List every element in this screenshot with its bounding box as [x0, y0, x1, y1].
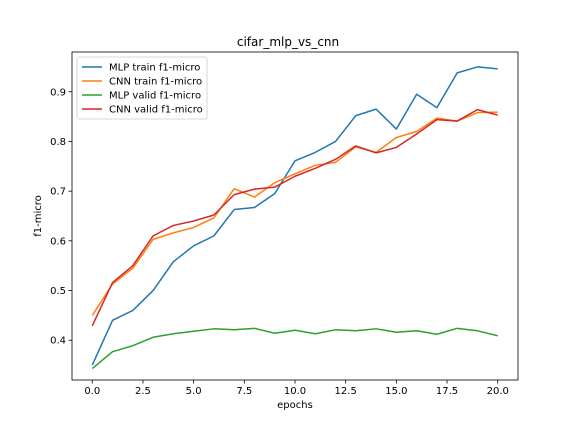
- legend-label-2: MLP valid f1-micro: [109, 91, 201, 102]
- legend-label-0: MLP train f1-micro: [109, 63, 200, 74]
- y-axis: 0.4 0.5 0.6 0.7 0.8 0.9: [50, 87, 72, 347]
- x-tick-label: 0.0: [84, 386, 100, 397]
- x-tick-label: 5.0: [186, 386, 202, 397]
- y-tick-label: 0.8: [50, 137, 66, 148]
- x-tick-label: 17.5: [436, 386, 458, 397]
- chart-title: cifar_mlp_vs_cnn: [237, 35, 339, 49]
- x-tick-label: 10.0: [284, 386, 306, 397]
- x-tick-label: 20.0: [487, 386, 509, 397]
- y-axis-label: f1-micro: [33, 195, 44, 237]
- y-tick-label: 0.6: [50, 236, 66, 247]
- x-tick-label: 15.0: [385, 386, 407, 397]
- legend-entries: MLP train f1-micro CNN train f1-micro MLP …: [82, 63, 203, 116]
- series-line-2: [91, 327, 498, 370]
- series-line-3: [91, 108, 498, 327]
- x-tick-label: 12.5: [335, 386, 357, 397]
- series-line-0: [91, 66, 498, 366]
- x-axis: 0.0 2.5 5.0 7.5 10.0 12.5 15.0 17.5 20.0: [84, 380, 509, 397]
- x-axis-label: epochs: [277, 400, 313, 411]
- x-tick-label: 7.5: [236, 386, 252, 397]
- plot-area: [71, 51, 519, 381]
- legend-label-3: CNN valid f1-micro: [109, 105, 203, 116]
- x-tick-label: 2.5: [135, 386, 151, 397]
- legend-box: [76, 56, 208, 120]
- y-tick-label: 0.4: [50, 336, 66, 347]
- legend-label-1: CNN train f1-micro: [109, 77, 202, 88]
- y-tick-label: 0.5: [50, 286, 66, 297]
- legend: MLP train f1-micro CNN train f1-micro MLP …: [76, 56, 208, 120]
- y-tick-label: 0.7: [50, 187, 66, 198]
- y-tick-label: 0.9: [50, 87, 66, 98]
- series-lines: [91, 66, 498, 370]
- series-line-1: [91, 111, 498, 316]
